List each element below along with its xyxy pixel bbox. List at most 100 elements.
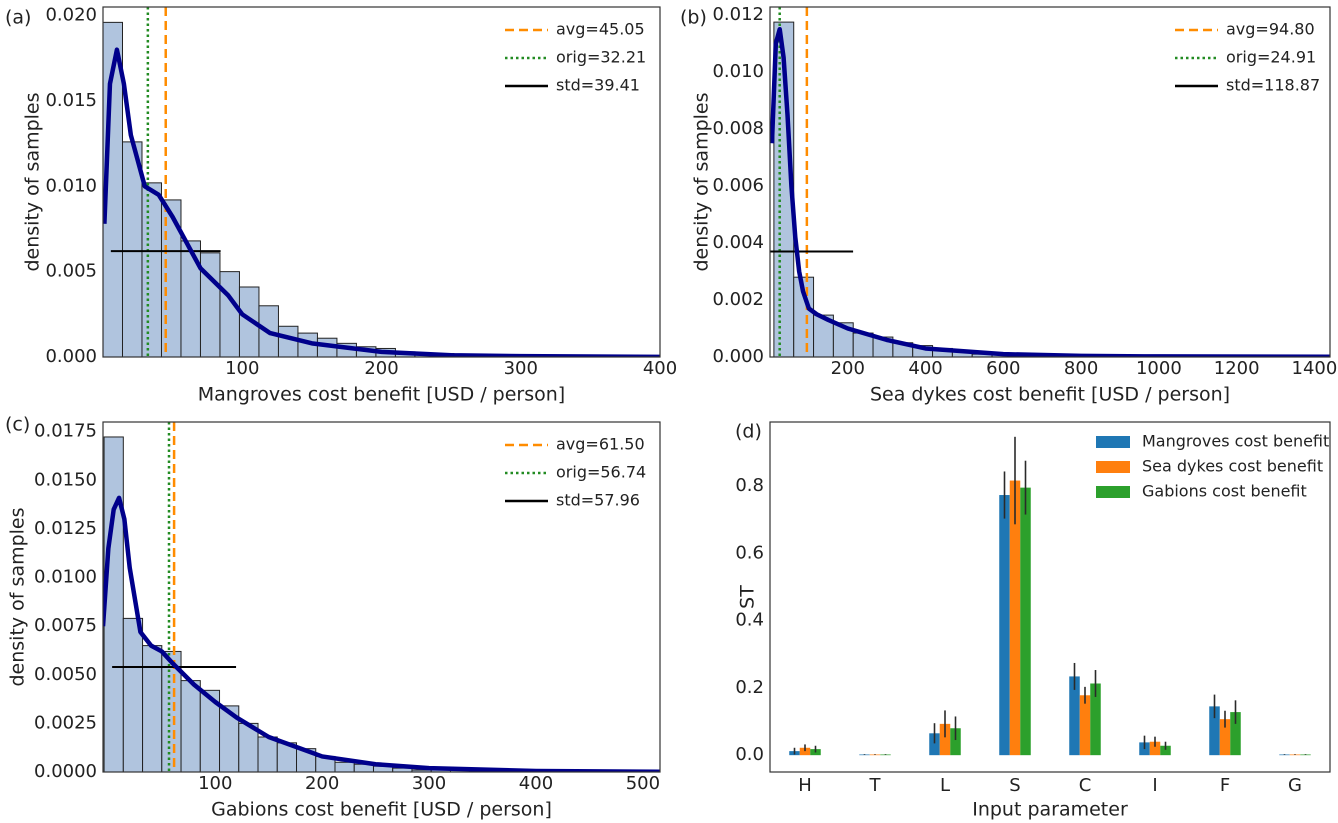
bar: [1090, 683, 1101, 756]
x-tick-label: G: [1288, 775, 1302, 796]
panel-label: (b): [680, 7, 707, 29]
legend-label: avg=61.50: [556, 435, 645, 454]
y-axis-label: density of samples: [691, 92, 713, 271]
axes-frame: [769, 421, 1331, 773]
x-tick-label: 400: [643, 358, 677, 379]
bar: [1219, 719, 1231, 756]
y-tick-label: 0.6: [735, 542, 764, 563]
y-tick-label: 0.000: [712, 346, 764, 367]
x-tick-label: 800: [1064, 358, 1098, 379]
y-tick-label: 0.0150: [34, 469, 97, 490]
histogram-bar: [142, 645, 163, 772]
kde-curve: [103, 495, 660, 772]
x-tick-label: T: [869, 775, 882, 796]
legend-label: std=57.96: [556, 491, 640, 510]
histogram-bar: [122, 617, 144, 772]
y-tick-label: 0.012: [712, 4, 764, 25]
x-tick-label: 200: [364, 358, 398, 379]
y-tick-label: 0.0: [735, 744, 764, 765]
bar: [1209, 706, 1220, 756]
axes-frame: [102, 421, 661, 773]
kde-curve: [770, 26, 1330, 357]
bar: [1160, 745, 1171, 756]
panel-label: (c): [5, 414, 30, 436]
histogram-bar: [277, 325, 299, 357]
y-tick-label: 0.010: [45, 175, 97, 196]
x-tick-label: I: [1152, 775, 1157, 796]
bar: [999, 495, 1010, 756]
x-tick-label: 1200: [1214, 358, 1260, 379]
bar: [1009, 480, 1021, 756]
histogram-bar: [180, 680, 201, 772]
y-tick-label: 0.005: [45, 261, 97, 282]
y-tick-label: 0.015: [45, 90, 97, 111]
legend-label: avg=94.80: [1226, 20, 1315, 39]
bar: [950, 728, 961, 756]
y-tick-label: 0.000: [45, 346, 97, 367]
x-tick-label: 1000: [1136, 358, 1182, 379]
y-tick-label: 0.020: [45, 5, 97, 26]
x-axis-label: Sea dykes cost benefit [USD / person]: [870, 384, 1230, 406]
histogram-bar: [257, 736, 278, 772]
legend-label: Sea dykes cost benefit: [1142, 457, 1323, 476]
histogram-bar: [334, 761, 355, 772]
y-tick-label: 0.002: [712, 289, 764, 310]
y-tick-label: 0.8: [735, 475, 764, 496]
histogram-bar: [103, 436, 124, 772]
plot-area: [103, 422, 660, 772]
y-tick-label: 0.4: [735, 610, 764, 631]
plot-area: [103, 7, 660, 357]
bar: [1079, 695, 1091, 756]
legend-label: avg=45.05: [556, 20, 645, 39]
plot-area: [770, 7, 1330, 357]
x-tick-label: 500: [626, 773, 660, 794]
bar: [1020, 487, 1031, 756]
bar: [939, 723, 951, 756]
y-axis-label: ST: [737, 585, 759, 609]
legend-swatch: [1096, 486, 1130, 498]
legend-swatch: [1096, 461, 1130, 473]
kde-curve: [103, 47, 660, 357]
histogram-bar: [121, 141, 143, 357]
y-tick-label: 0.0025: [34, 712, 97, 733]
x-axis-label: Input parameter: [972, 799, 1128, 821]
y-tick-label: 0.0000: [34, 761, 97, 782]
x-tick-label: 300: [412, 773, 446, 794]
bar: [799, 747, 811, 756]
x-tick-label: 300: [504, 358, 538, 379]
legend-label: orig=24.91: [1226, 48, 1316, 67]
x-tick-label: 400: [519, 773, 553, 794]
panel-label: (a): [5, 7, 31, 29]
x-axis-label: Gabions cost benefit [USD / person]: [211, 799, 552, 821]
y-tick-label: 0.0175: [34, 421, 97, 442]
y-tick-label: 0.0100: [34, 567, 97, 588]
x-tick-label: 100: [198, 773, 232, 794]
bar: [1149, 741, 1161, 756]
x-tick-label: C: [1079, 775, 1092, 796]
legend-swatch: [1096, 436, 1130, 448]
panel-label: (d): [735, 421, 762, 443]
y-tick-label: 0.0075: [34, 615, 97, 636]
legend-label: std=118.87: [1226, 76, 1320, 95]
y-axis-label: density of samples: [7, 507, 29, 686]
x-tick-label: H: [798, 775, 812, 796]
x-tick-label: 400: [908, 358, 942, 379]
x-tick-label: L: [940, 775, 950, 796]
axes-frame: [769, 6, 1331, 358]
x-tick-label: S: [1009, 775, 1020, 796]
histogram-bar: [219, 271, 240, 357]
bar: [1230, 712, 1241, 756]
legend-label: orig=56.74: [556, 463, 646, 482]
y-tick-label: 0.2: [735, 677, 764, 698]
x-tick-label: 100: [225, 358, 259, 379]
x-tick-label: 200: [831, 358, 865, 379]
legend-label: Gabions cost benefit: [1142, 482, 1307, 501]
axes-frame: [102, 6, 661, 358]
y-tick-label: 0.0125: [34, 518, 97, 539]
y-tick-label: 0.006: [712, 175, 764, 196]
histogram-bar: [141, 182, 162, 357]
y-tick-label: 0.0050: [34, 664, 97, 685]
x-axis-label: Mangroves cost benefit [USD / person]: [198, 384, 565, 406]
y-axis-label: density of samples: [22, 92, 44, 271]
